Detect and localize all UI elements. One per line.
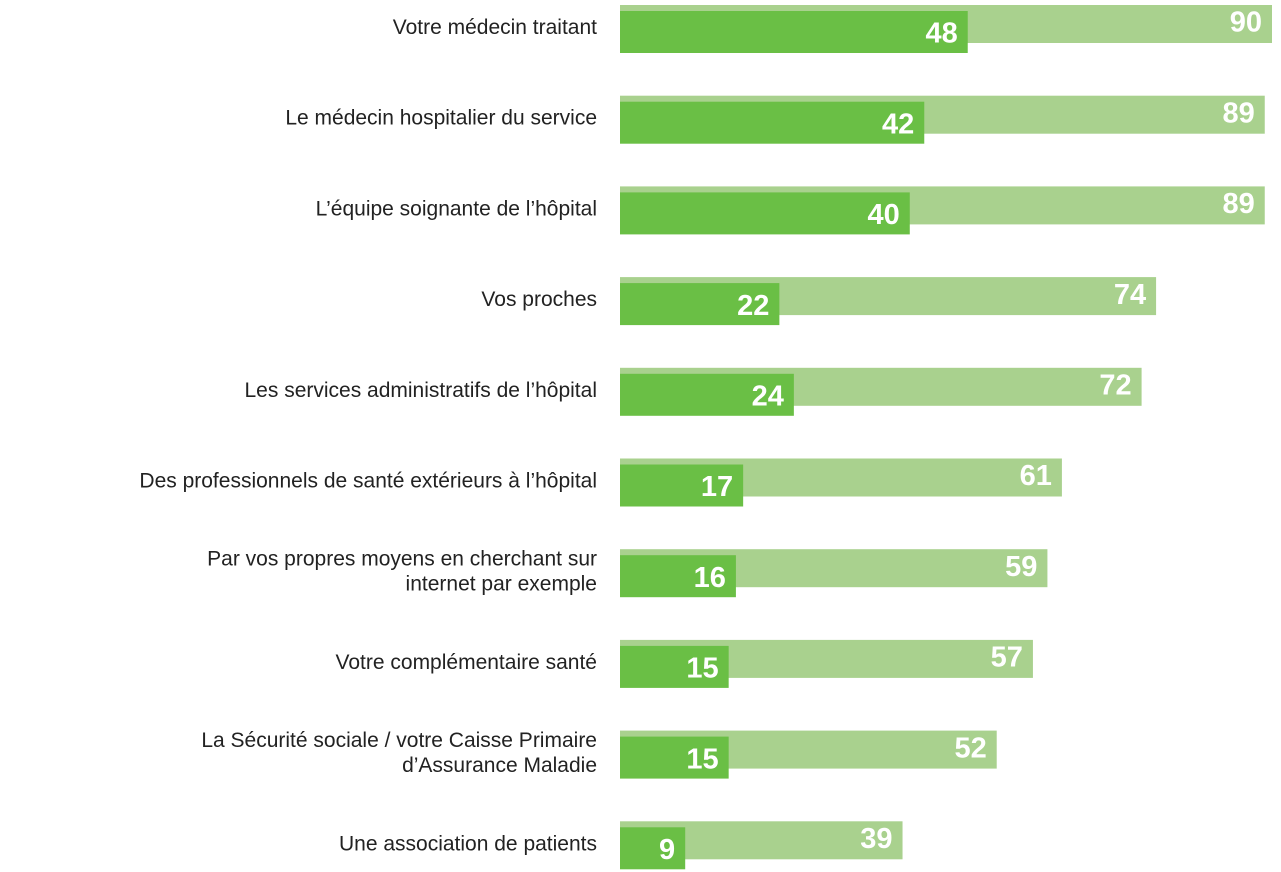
- primary-bar: [620, 736, 729, 779]
- value-label: 16: [694, 562, 726, 594]
- value-label: 40: [868, 199, 900, 231]
- value-label: 90: [1230, 7, 1262, 39]
- primary-bar: [620, 192, 910, 235]
- value-label: 9: [659, 834, 675, 866]
- primary-bar: [620, 101, 925, 144]
- category-label: Vos proches: [481, 288, 597, 311]
- value-label: 57: [991, 642, 1023, 674]
- category-label: Par vos propres moyens en cherchant sur i…: [207, 547, 597, 595]
- value-label: 22: [737, 290, 769, 322]
- primary-bar: [620, 373, 794, 416]
- category-label: Le médecin hospitalier du service: [285, 106, 597, 129]
- value-label: 42: [882, 108, 914, 140]
- value-label: 74: [1114, 279, 1146, 311]
- value-label: 61: [1020, 460, 1052, 492]
- value-label: 24: [752, 380, 784, 412]
- category-label: Votre complémentaire santé: [336, 650, 597, 673]
- value-label: 39: [860, 823, 892, 855]
- value-label: 15: [686, 743, 718, 775]
- category-label: La Sécurité sociale / votre Caisse Prima…: [201, 729, 597, 777]
- value-label: 89: [1222, 97, 1254, 129]
- category-label: Une association de patients: [339, 832, 597, 855]
- category-label: Les services administratifs de l’hôpital: [245, 378, 598, 401]
- category-label: Votre médecin traitant: [393, 16, 597, 39]
- category-label: L’équipe soignante de l’hôpital: [316, 197, 597, 220]
- primary-bar: [620, 11, 968, 53]
- value-label: 59: [1005, 551, 1037, 583]
- primary-bar: [620, 555, 736, 598]
- value-label: 48: [925, 18, 957, 50]
- category-label: Des professionnels de santé extérieurs à…: [139, 469, 597, 492]
- value-label: 89: [1222, 188, 1254, 220]
- value-label: 52: [954, 732, 986, 764]
- value-label: 17: [701, 471, 733, 503]
- value-label: 15: [686, 653, 718, 685]
- primary-bar: [620, 464, 744, 507]
- primary-bar: [620, 283, 780, 326]
- primary-bar: [620, 827, 686, 870]
- primary-bar: [620, 645, 729, 688]
- value-label: 72: [1099, 369, 1131, 401]
